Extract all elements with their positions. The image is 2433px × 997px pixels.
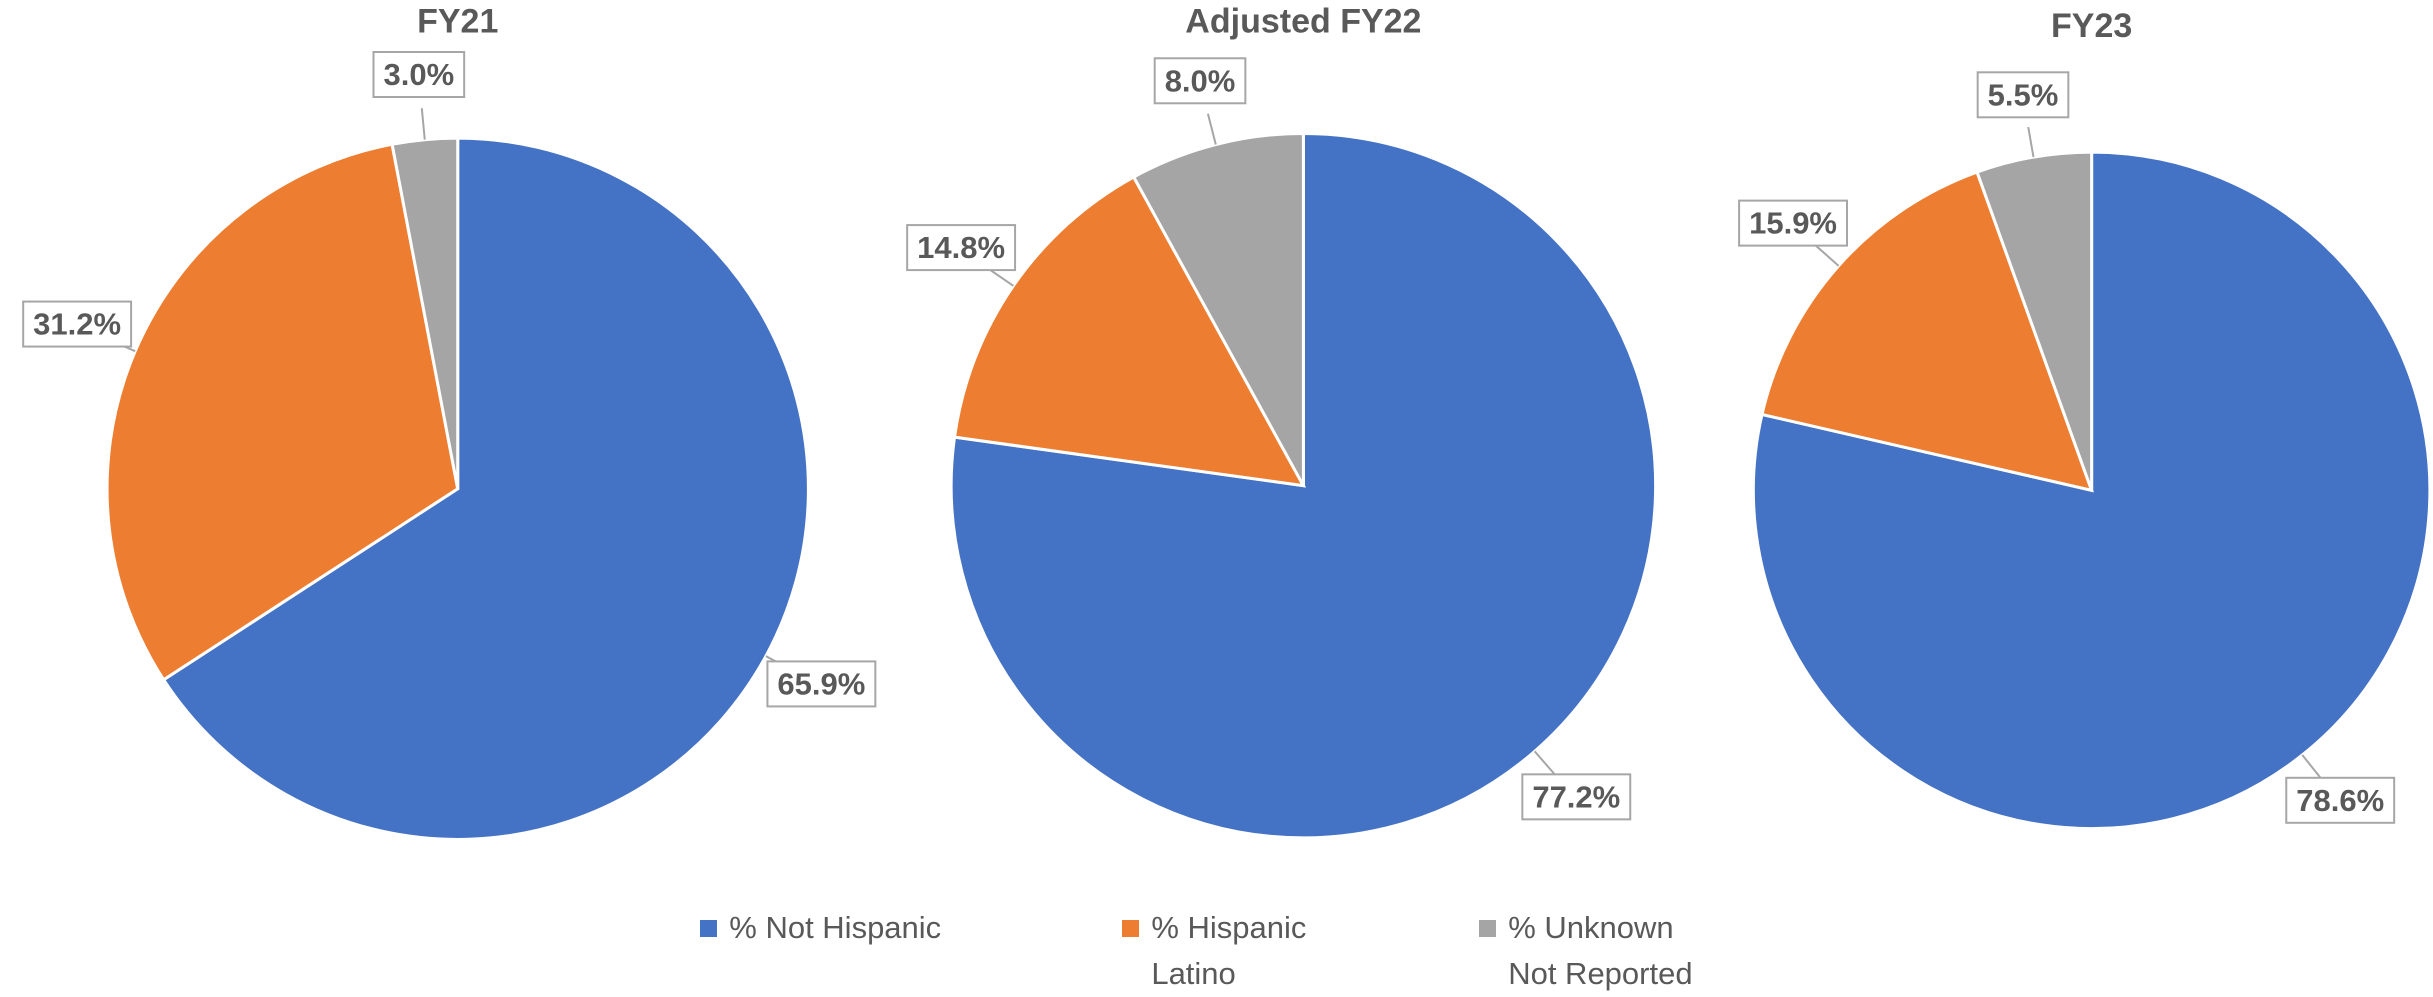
leader-line [1533, 750, 1557, 776]
label-box [1738, 199, 1849, 247]
label-box [22, 300, 133, 348]
chart-title: Adjusted FY22 [1185, 2, 1421, 40]
legend-swatch [1479, 920, 1497, 937]
value-label: 78.6% [2296, 783, 2384, 818]
data-label: 8.0% [1153, 57, 1247, 105]
data-label: 14.8% [906, 224, 1017, 272]
data-label: 3.0% [372, 50, 466, 98]
pie-slice [1760, 170, 2094, 493]
legend-item: % Not Hispanic [700, 905, 941, 951]
legend-item: % Hispanic Latino [1122, 905, 1361, 997]
pie-slice [390, 136, 460, 490]
data-label: 15.9% [1738, 199, 1849, 247]
legend-label: % Hispanic Latino [1151, 910, 1307, 991]
data-label: 78.6% [2285, 776, 2396, 824]
leader-line [1815, 244, 1840, 267]
pie-slice [1751, 150, 2432, 831]
data-label: 65.9% [766, 660, 877, 708]
label-box [2285, 776, 2396, 824]
data-label: 77.2% [1521, 773, 1632, 821]
pie-slice [105, 142, 460, 682]
legend-label: % Not Hispanic [729, 910, 942, 945]
value-label: 65.9% [777, 666, 865, 701]
data-label: 31.2% [22, 300, 133, 348]
pie-slice [161, 136, 810, 841]
value-label: 3.0% [384, 57, 455, 92]
value-label: 15.9% [1749, 206, 1837, 241]
label-box [766, 660, 877, 708]
label-box [1153, 57, 1247, 105]
pie-slice [1131, 131, 1305, 487]
chart: FY21 65.9% 31.2% 3.0% Adjusted FY22 77.2% 14.8… [22, 2, 2432, 841]
value-label: 8.0% [1165, 63, 1236, 98]
value-label: 31.2% [33, 307, 121, 342]
value-label: 14.8% [917, 230, 1005, 265]
leader-line [1206, 113, 1217, 145]
leader-line [2027, 126, 2035, 158]
leader-line [420, 108, 426, 140]
data-label: 5.5% [1976, 71, 2070, 119]
leader-line [2301, 754, 2323, 780]
value-label: 5.5% [1988, 77, 2059, 112]
pie-slice [952, 174, 1307, 488]
pie-slice [949, 131, 1658, 840]
chart-title: FY21 [417, 2, 498, 40]
legend-label: % Unknown Not Reported [1508, 910, 1693, 991]
label-box [1521, 773, 1632, 821]
legend-swatch [700, 920, 718, 937]
chart-title: FY23 [2051, 7, 2132, 45]
label-box [1976, 71, 2070, 119]
label-box [906, 224, 1017, 272]
legend-swatch [1122, 920, 1140, 937]
legend-item: % Unknown Not Reported [1479, 905, 1718, 997]
label-box [372, 50, 466, 98]
value-label: 77.2% [1532, 779, 1620, 814]
legend: % Not Hispanic % Hispanic Latino % Unknown… [0, 905, 2433, 995]
